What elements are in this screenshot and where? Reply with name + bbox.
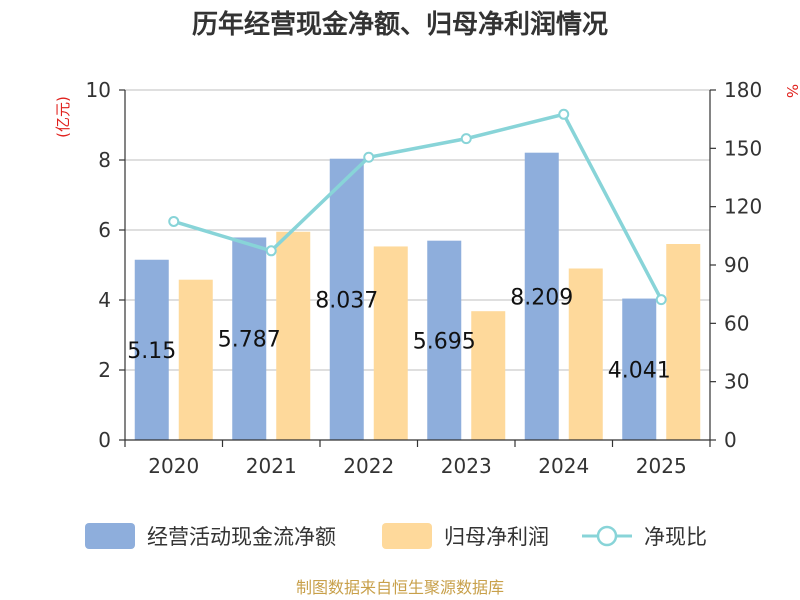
- x-tick-label: 2024: [538, 454, 589, 478]
- legend-label: 归母净利润: [444, 525, 549, 549]
- left-tick-label: 2: [98, 358, 111, 382]
- cashflow-data-label: 5.695: [413, 329, 476, 354]
- left-tick-label: 8: [98, 148, 111, 172]
- right-tick-label: 120: [724, 195, 762, 219]
- legend: 经营活动现金流净额 归母净利润 净现比: [85, 523, 707, 549]
- left-tick-label: 10: [86, 78, 111, 102]
- tick-labels: 0 2 4 6 8 10 0 30 60 90 120 150 180 2020 2021 2022 2023 2…: [86, 78, 763, 478]
- right-tick-label: 150: [724, 136, 762, 160]
- ratio-point: [460, 133, 472, 145]
- right-tick-label: 90: [724, 253, 749, 277]
- bar-cashflow: [622, 298, 657, 440]
- legend-label: 净现比: [644, 525, 707, 549]
- bar-netprofit: [373, 246, 408, 440]
- left-tick-label: 4: [98, 288, 111, 312]
- x-tick-label: 2025: [636, 454, 687, 478]
- right-tick-label: 180: [724, 78, 762, 102]
- bar-cashflow: [232, 237, 267, 440]
- legend-marker: [596, 525, 618, 547]
- ratio-line: [168, 108, 667, 306]
- bar-netprofit: [666, 244, 701, 440]
- x-tick-label: 2021: [246, 454, 297, 478]
- bar-netprofit: [276, 231, 311, 440]
- cashflow-data-label: 5.787: [218, 328, 281, 353]
- cashflow-data-label: 4.041: [608, 358, 671, 383]
- legend-swatch: [85, 523, 135, 549]
- data-labels: 5.15 5.787 8.037 5.695 8.209 4.041: [127, 285, 670, 383]
- x-tick-label: 2022: [343, 454, 394, 478]
- legend-label: 经营活动现金流净额: [147, 525, 336, 549]
- bar-netprofit: [471, 311, 506, 440]
- ratio-point: [168, 215, 180, 227]
- x-tick-label: 2023: [441, 454, 492, 478]
- bar-cashflow: [329, 158, 364, 440]
- left-tick-label: 0: [98, 428, 111, 452]
- bar-cashflow: [134, 259, 169, 440]
- bar-cashflow: [427, 240, 462, 440]
- ratio-point: [363, 151, 375, 163]
- x-tick-label: 2020: [148, 454, 199, 478]
- legend-swatch: [382, 523, 432, 549]
- cashflow-data-label: 8.209: [510, 285, 573, 310]
- left-axis-unit: (亿元): [54, 96, 72, 138]
- ratio-line-path: [173, 112, 663, 301]
- chart-title: 历年经营现金净额、归母净利润情况: [192, 9, 608, 40]
- ratio-point: [558, 108, 570, 120]
- right-tick-label: 60: [724, 311, 749, 335]
- right-tick-label: 30: [724, 370, 749, 394]
- axes: [119, 89, 716, 447]
- ratio-point: [265, 245, 277, 257]
- source-note: 制图数据来自恒生聚源数据库: [296, 578, 504, 597]
- bars: [134, 152, 701, 440]
- bar-netprofit: [568, 268, 603, 440]
- grid-lines: [125, 89, 710, 371]
- ratio-point: [655, 294, 667, 306]
- right-tick-label: 0: [724, 428, 737, 452]
- bar-cashflow: [524, 152, 559, 440]
- right-axis-unit: %: [783, 84, 800, 98]
- cashflow-data-label: 5.15: [127, 339, 176, 364]
- cashflow-data-label: 8.037: [315, 288, 378, 313]
- bar-netprofit: [178, 279, 213, 440]
- left-tick-label: 6: [98, 218, 111, 242]
